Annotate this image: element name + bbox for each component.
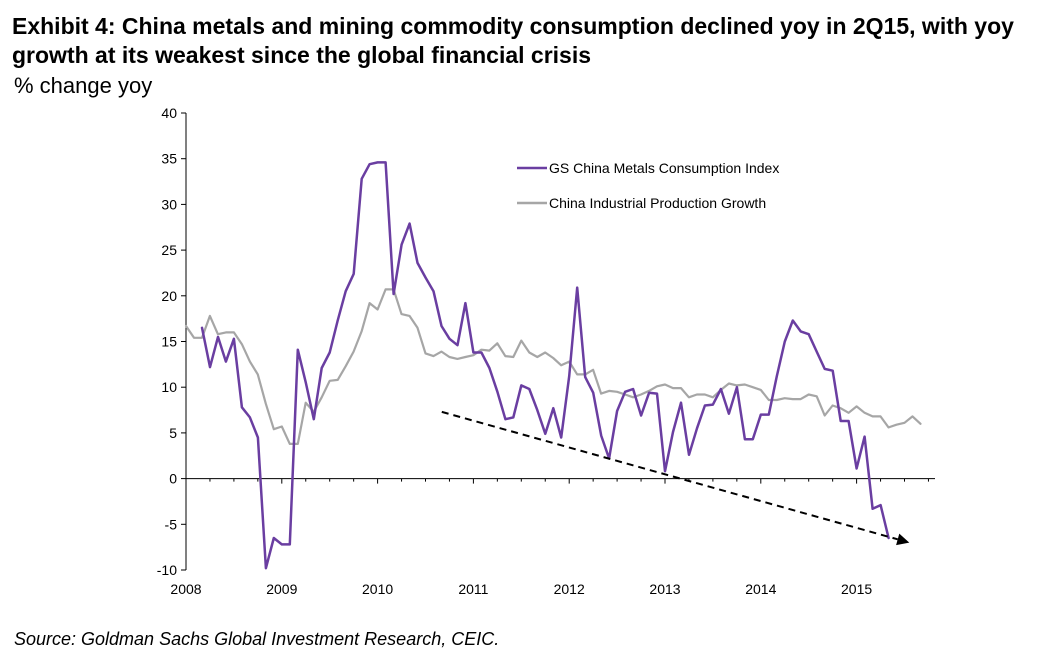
source-note: Source: Goldman Sachs Global Investment … bbox=[14, 629, 500, 649]
y-tick-label: 15 bbox=[161, 334, 177, 350]
series-line-metals-consumption bbox=[200, 161, 890, 570]
y-tick-label: 40 bbox=[161, 105, 177, 121]
x-tick-label: 2015 bbox=[841, 581, 872, 597]
x-tick-label: 2010 bbox=[362, 581, 393, 597]
x-tick-label: 2011 bbox=[458, 581, 488, 597]
y-tick-label: -5 bbox=[165, 516, 178, 532]
trend-arrow-line bbox=[441, 410, 899, 541]
series-layer bbox=[184, 161, 922, 570]
y-tick-label: -10 bbox=[157, 562, 177, 578]
legend: GS China Metals Consumption Index China … bbox=[517, 160, 779, 211]
x-tick-label: 2012 bbox=[554, 581, 585, 597]
series-line-industrial-production bbox=[184, 288, 922, 445]
y-tick-label: 5 bbox=[169, 425, 177, 441]
y-tick-label: 10 bbox=[161, 379, 177, 395]
y-axis-unit-label: % change yoy bbox=[14, 73, 153, 98]
chart-title: Exhibit 4: China metals and mining commo… bbox=[12, 13, 1014, 68]
y-tick-label: 30 bbox=[161, 196, 177, 212]
annotation-layer bbox=[441, 410, 910, 546]
x-tick-label: 2008 bbox=[170, 581, 201, 597]
trend-arrow-head bbox=[896, 533, 910, 546]
legend-label-metals: GS China Metals Consumption Index bbox=[549, 160, 779, 176]
y-tick-label: 25 bbox=[161, 242, 177, 258]
legend-label-ip: China Industrial Production Growth bbox=[549, 195, 766, 211]
y-tick-label: 0 bbox=[169, 471, 177, 487]
x-tick-label: 2013 bbox=[649, 581, 680, 597]
x-tick-label: 2014 bbox=[745, 581, 776, 597]
y-tick-label: 20 bbox=[161, 288, 177, 304]
x-tick-label: 2009 bbox=[266, 581, 297, 597]
y-tick-label: 35 bbox=[161, 151, 177, 167]
